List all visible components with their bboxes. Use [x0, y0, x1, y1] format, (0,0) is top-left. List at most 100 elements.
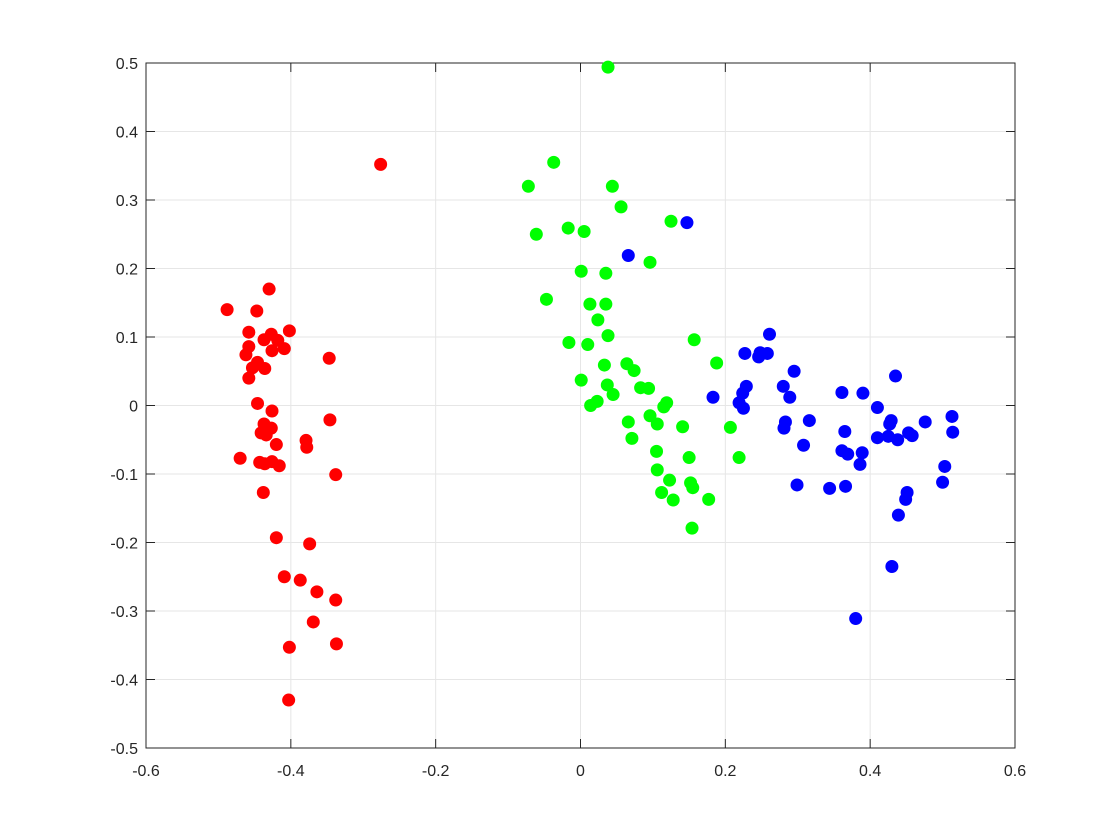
series-3-points: [621, 216, 960, 626]
y-axis-tick-labels: -0.5 -0.4 -0.3 -0.2 -0.1 0 0.1 0.2 0.3 0.4 0.5: [110, 56, 138, 758]
y-tick-label: 0.4: [116, 125, 138, 142]
data-point: [282, 324, 296, 338]
y-tick-label: 0.3: [116, 193, 138, 210]
data-point: [277, 570, 291, 584]
data-point: [323, 413, 337, 427]
data-point: [625, 431, 639, 445]
data-point: [293, 573, 307, 587]
data-point: [905, 429, 919, 443]
data-point: [849, 612, 863, 626]
data-point: [251, 396, 265, 410]
data-point: [600, 378, 614, 392]
data-point: [269, 438, 283, 452]
data-point: [889, 369, 903, 383]
data-point: [256, 485, 270, 499]
data-point: [682, 451, 696, 465]
data-point: [269, 531, 283, 545]
data-point: [583, 297, 597, 311]
data-point: [938, 459, 952, 473]
data-point: [621, 415, 635, 429]
data-point: [277, 342, 291, 356]
series-1-points: [220, 157, 388, 707]
data-point: [918, 415, 932, 429]
data-point: [838, 425, 852, 439]
data-point: [839, 479, 853, 493]
data-point: [856, 386, 870, 400]
data-point: [760, 346, 774, 360]
data-point: [835, 385, 849, 399]
data-point: [265, 344, 279, 358]
data-point: [561, 221, 575, 235]
data-point: [614, 200, 628, 214]
y-tick-label: -0.1: [110, 467, 138, 484]
data-point: [899, 492, 913, 506]
data-point: [643, 255, 657, 269]
data-point: [685, 521, 699, 535]
data-point: [529, 227, 543, 241]
data-point: [606, 388, 620, 402]
data-point: [258, 362, 272, 376]
data-point: [823, 481, 837, 495]
data-point: [627, 364, 641, 378]
data-point: [870, 401, 884, 415]
data-point: [259, 428, 273, 442]
data-point: [655, 485, 669, 499]
data-point: [650, 444, 664, 458]
data-point: [303, 537, 317, 551]
data-point: [539, 292, 553, 306]
data-point: [783, 390, 797, 404]
y-tick-label: -0.5: [110, 741, 138, 758]
data-point: [870, 431, 884, 445]
data-point: [322, 351, 336, 365]
data-point: [650, 463, 664, 477]
data-point: [680, 216, 694, 230]
data-point: [776, 379, 790, 393]
data-point: [664, 214, 678, 228]
data-point: [605, 179, 619, 193]
data-point: [584, 399, 598, 412]
data-point: [787, 364, 801, 378]
y-tick-label: 0: [129, 399, 138, 416]
data-point: [855, 446, 869, 460]
data-point: [797, 438, 811, 452]
data-point: [521, 179, 535, 193]
y-tick-label: 0.5: [116, 56, 138, 73]
data-point: [891, 433, 905, 447]
data-point: [945, 409, 959, 423]
data-point: [676, 420, 690, 434]
data-point: [686, 481, 700, 495]
data-point: [936, 475, 950, 489]
data-point: [577, 225, 591, 239]
data-point: [282, 693, 296, 707]
data-point: [300, 440, 314, 454]
data-point: [666, 493, 680, 507]
series-2-points: [521, 60, 746, 535]
y-tick-label: -0.4: [110, 673, 138, 690]
data-point: [802, 414, 816, 428]
data-point: [663, 473, 677, 487]
data-point: [706, 390, 720, 404]
data-point: [841, 447, 855, 461]
y-tick-label: -0.3: [110, 604, 138, 621]
data-point: [265, 404, 279, 418]
data-points: [220, 60, 960, 707]
data-point: [242, 325, 256, 339]
data-point: [574, 264, 588, 278]
x-tick-label: 0.4: [859, 763, 881, 780]
data-point: [599, 266, 613, 280]
data-point: [310, 585, 324, 599]
x-tick-label: 0.6: [1004, 763, 1026, 780]
x-tick-label: 0: [576, 763, 585, 780]
data-point: [250, 304, 264, 318]
data-point: [601, 329, 615, 343]
data-point: [220, 303, 234, 317]
data-point: [547, 155, 561, 169]
data-point: [233, 451, 247, 465]
y-tick-label: 0.1: [116, 330, 138, 347]
data-point: [262, 282, 276, 296]
data-point: [329, 637, 343, 651]
data-point: [642, 381, 656, 395]
y-tick-label: 0.2: [116, 262, 138, 279]
data-point: [885, 559, 899, 573]
